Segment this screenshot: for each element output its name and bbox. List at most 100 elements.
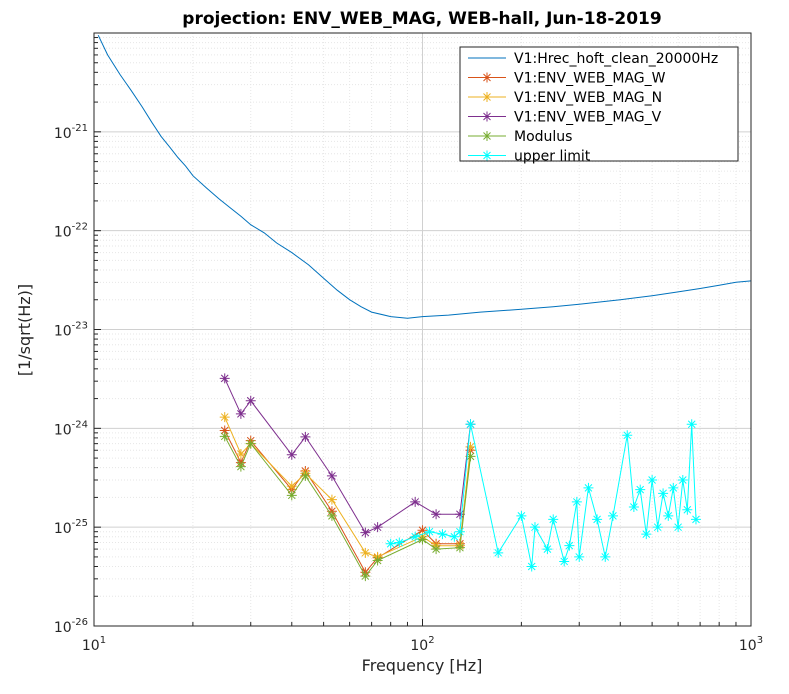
data-point	[417, 534, 428, 545]
data-point	[326, 470, 337, 481]
tick-layer	[93, 32, 752, 627]
data-point	[454, 509, 465, 520]
legend-entry: V1:ENV_WEB_MAG_N	[468, 90, 662, 106]
tick-labels: 101 102 103 10-21 10-22 10-23 10-24 10-25 10-26	[54, 123, 763, 654]
data-point	[673, 522, 684, 533]
data-point	[360, 527, 371, 538]
data-point	[235, 408, 246, 419]
series-4	[219, 431, 476, 582]
legend-marker	[482, 150, 492, 161]
legend-entry: V1:ENV_WEB_MAG_V	[468, 110, 662, 126]
data-point	[454, 526, 465, 537]
series-line	[97, 34, 752, 319]
data-point	[300, 470, 311, 481]
data-point	[437, 529, 448, 540]
data-point	[219, 425, 230, 436]
data-point	[360, 547, 371, 558]
data-point	[663, 510, 674, 521]
data-point	[622, 430, 633, 441]
legend-label: V1:ENV_WEB_MAG_W	[514, 71, 666, 87]
x-tick-label: 103	[739, 635, 763, 654]
data-point	[583, 482, 594, 493]
chart-title: projection: ENV_WEB_MAG, WEB-hall, Jun-1…	[182, 9, 661, 29]
data-point	[286, 449, 297, 460]
data-point	[410, 531, 421, 542]
data-point	[454, 542, 465, 553]
y-axis-label: [1/sqrt(Hz)]	[15, 284, 34, 376]
x-tick-label: 102	[410, 635, 434, 654]
legend-label: V1:ENV_WEB_MAG_N	[514, 90, 662, 106]
legend-box	[459, 46, 739, 162]
data-point	[559, 556, 570, 567]
legend: V1:Hrec_hoft_clean_20000Hz V1:ENV_WEB_MAG…	[459, 46, 739, 165]
legend-marker	[482, 92, 492, 102]
data-point	[465, 441, 476, 452]
data-point	[235, 448, 246, 459]
data-point	[431, 544, 442, 555]
data-point	[493, 547, 504, 558]
y-tick-label: 10-22	[54, 222, 88, 241]
y-tick-exponent: -25	[72, 518, 88, 529]
y-tick-label: 10-26	[54, 617, 88, 636]
x-axis-label: Frequency [Hz]	[362, 656, 483, 675]
data-point	[529, 522, 540, 533]
data-point	[360, 571, 371, 582]
data-point	[635, 484, 646, 495]
data-point	[600, 551, 611, 562]
data-point	[219, 431, 230, 442]
data-point	[372, 522, 383, 533]
data-point	[690, 514, 701, 525]
data-point	[235, 461, 246, 472]
y-tick-exponent: -22	[72, 222, 88, 233]
x-tick-exponent: 2	[428, 635, 434, 646]
data-point	[574, 551, 585, 562]
data-point	[286, 481, 297, 492]
data-point	[300, 431, 311, 442]
y-tick-label: 10-23	[54, 321, 88, 340]
x-tick-label: 101	[82, 635, 106, 654]
data-point	[677, 475, 688, 486]
legend-label: V1:ENV_WEB_MAG_V	[514, 110, 662, 126]
data-point	[245, 395, 256, 406]
data-point	[542, 544, 553, 555]
data-point	[641, 529, 652, 540]
data-point	[465, 451, 476, 462]
y-tick-label: 10-21	[54, 123, 88, 142]
data-point	[410, 496, 421, 507]
data-point	[628, 501, 639, 512]
legend-label: upper limit	[514, 149, 591, 165]
y-tick-label: 10-25	[54, 518, 88, 537]
data-point	[424, 526, 435, 537]
series-layer	[97, 34, 752, 582]
y-tick-label: 10-24	[54, 419, 88, 438]
legend-marker	[482, 131, 492, 141]
legend-entry: upper limit	[468, 149, 591, 165]
data-point	[564, 540, 575, 551]
data-point	[647, 475, 658, 486]
x-tick-exponent: 1	[100, 635, 106, 646]
data-point	[417, 525, 428, 536]
legend-entry: Modulus	[468, 129, 572, 145]
data-point	[449, 531, 460, 542]
data-point	[326, 510, 337, 521]
series-0	[97, 34, 752, 319]
legend-entry: V1:ENV_WEB_MAG_W	[468, 71, 666, 87]
legend-marker	[482, 111, 492, 122]
data-point	[465, 419, 476, 430]
legend-marker	[482, 72, 492, 83]
data-point	[592, 514, 603, 525]
data-point	[571, 496, 582, 507]
y-tick-exponent: -23	[72, 321, 88, 332]
data-point	[686, 419, 697, 430]
legend-label: V1:Hrec_hoft_clean_20000Hz	[514, 51, 718, 67]
data-point	[548, 514, 559, 525]
series-5	[385, 419, 701, 572]
data-point	[652, 522, 663, 533]
y-tick-exponent: -26	[72, 617, 88, 628]
data-point	[658, 488, 669, 499]
x-tick-exponent: 3	[757, 635, 763, 646]
data-point	[372, 555, 383, 566]
data-point	[245, 438, 256, 449]
y-tick-exponent: -24	[72, 419, 88, 430]
